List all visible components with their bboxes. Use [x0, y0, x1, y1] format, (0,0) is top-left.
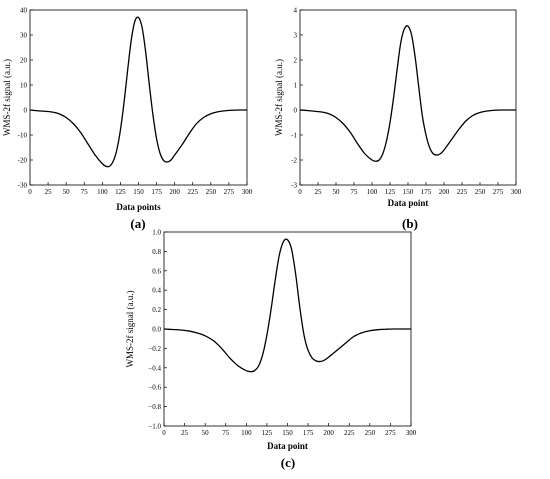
x-tick-label: 0 — [162, 429, 166, 437]
x-tick-label: 175 — [151, 188, 162, 196]
y-tick-label: -1 — [291, 132, 297, 140]
y-tick-label: 0.6 — [152, 267, 161, 275]
x-tick-label: 300 — [406, 429, 417, 437]
x-tick-label: 200 — [323, 429, 334, 437]
x-tick-label: 100 — [241, 429, 252, 437]
y-tick-label: 4 — [294, 7, 298, 15]
plot-frame — [163, 231, 412, 427]
x-tick-label: 250 — [365, 429, 376, 437]
y-tick-label: -3 — [291, 182, 297, 190]
y-tick-label: -20 — [18, 157, 28, 165]
x-tick-label: 125 — [385, 188, 396, 196]
x-tick-label: 225 — [344, 429, 355, 437]
panel-label: (b) — [402, 216, 418, 231]
y-tick-label: 0 — [24, 107, 28, 115]
y-axis-label: WMS-2f signal (a.u.) — [274, 59, 284, 136]
x-tick-label: 75 — [222, 429, 230, 437]
x-tick-label: 225 — [188, 188, 199, 196]
y-tick-label: 10 — [20, 82, 28, 90]
x-tick-label: 100 — [97, 188, 108, 196]
y-tick-label: 30 — [20, 32, 28, 40]
x-axis-label: Data points — [116, 202, 161, 212]
y-axis-label: WMS-2f signal (a.u.) — [125, 291, 135, 368]
x-tick-label: 50 — [333, 188, 341, 196]
x-tick-label: 50 — [202, 429, 210, 437]
y-tick-label: 0.2 — [152, 306, 161, 314]
x-tick-label: 275 — [224, 188, 235, 196]
x-tick-label: 250 — [475, 188, 486, 196]
y-tick-label: 40 — [20, 7, 28, 15]
x-tick-label: 150 — [403, 188, 414, 196]
y-tick-label: 1 — [294, 82, 298, 90]
x-tick-label: 250 — [206, 188, 217, 196]
y-tick-label: 0 — [294, 107, 298, 115]
x-tick-label: 0 — [28, 188, 32, 196]
x-tick-label: 275 — [385, 429, 396, 437]
panel-label: (c) — [281, 455, 295, 470]
x-tick-label: 300 — [511, 188, 522, 196]
x-axis-label: Data point — [267, 441, 308, 451]
y-tick-label: −0.2 — [148, 345, 161, 353]
x-axis-label: Data point — [388, 198, 429, 208]
x-tick-label: 150 — [133, 188, 144, 196]
signal-line — [29, 16, 248, 168]
y-tick-label: 0.0 — [152, 326, 161, 334]
y-axis-label: WMS-2f signal (a.u.) — [2, 59, 12, 136]
signal-line — [299, 25, 516, 162]
y-tick-label: −0.6 — [148, 384, 161, 392]
x-tick-label: 75 — [351, 188, 359, 196]
x-tick-label: 25 — [315, 188, 323, 196]
x-tick-label: 125 — [262, 429, 273, 437]
signal-line — [163, 238, 411, 373]
plot-frame — [299, 9, 517, 186]
x-tick-label: 125 — [115, 188, 126, 196]
y-tick-label: −1.0 — [148, 423, 161, 431]
x-tick-label: 0 — [298, 188, 302, 196]
chart-panel-2: 0 25 50 75 100 125 150 175 200 225 250 275 300 -3 -2 -1… — [274, 7, 522, 232]
x-tick-label: 25 — [181, 429, 189, 437]
x-tick-label: 300 — [242, 188, 253, 196]
x-tick-label: 225 — [457, 188, 468, 196]
x-tick-label: 75 — [81, 188, 89, 196]
y-tick-label: -2 — [291, 157, 297, 165]
y-tick-label: -30 — [18, 182, 28, 190]
y-tick-label: 0.4 — [152, 287, 161, 295]
x-tick-label: 50 — [63, 188, 71, 196]
x-tick-label: 200 — [169, 188, 180, 196]
y-tick-label: 3 — [294, 32, 298, 40]
y-tick-label: −0.4 — [148, 364, 161, 372]
x-tick-label: 200 — [439, 188, 450, 196]
y-tick-label: 20 — [20, 57, 28, 65]
y-tick-label: -10 — [18, 132, 28, 140]
x-tick-label: 275 — [493, 188, 504, 196]
panel-label: (a) — [130, 216, 145, 231]
chart-panel-3: 0 25 50 75 100 125 150 175 200 225 250 275 300 −1.0 −0… — [125, 229, 417, 471]
y-tick-label: −0.8 — [148, 403, 161, 411]
x-tick-label: 175 — [303, 429, 314, 437]
y-tick-label: 0.8 — [152, 248, 161, 256]
x-tick-label: 150 — [282, 429, 293, 437]
x-tick-label: 175 — [421, 188, 432, 196]
chart-panel-1: 0 25 50 75 100 125 150 175 200 225 250 275 300-30-20… — [2, 7, 253, 232]
y-tick-label: 1.0 — [152, 229, 161, 237]
x-tick-label: 25 — [45, 188, 53, 196]
plot-frame — [29, 9, 248, 186]
x-tick-label: 100 — [367, 188, 378, 196]
y-tick-label: 2 — [294, 57, 298, 65]
